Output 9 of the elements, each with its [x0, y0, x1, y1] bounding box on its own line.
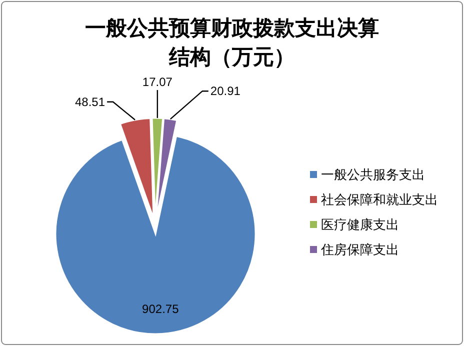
chart-title: 一般公共预算财政拨款支出决算结构（万元）	[85, 15, 379, 69]
data-label: 20.91	[210, 84, 241, 98]
data-label: 48.51	[75, 94, 106, 109]
legend-label: 一般公共服务支出	[321, 168, 425, 183]
legend-label: 社会保障和就业支出	[321, 193, 438, 208]
data-label: 902.75	[142, 302, 180, 316]
legend-label: 住房保障支出	[320, 242, 399, 258]
legend-label: 医疗健康支出	[321, 218, 399, 233]
data-label: 17.07	[142, 75, 173, 90]
